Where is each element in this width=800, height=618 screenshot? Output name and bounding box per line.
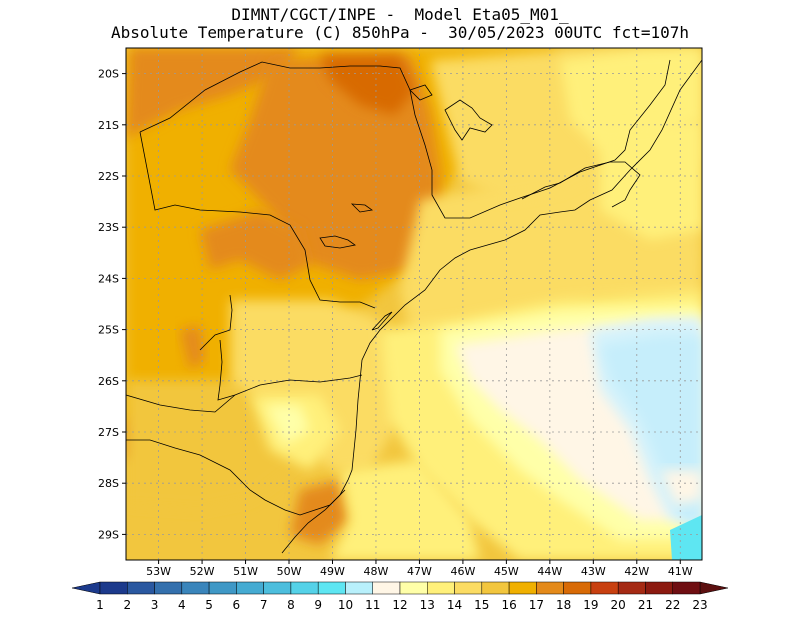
colorbar-label: 19 <box>583 598 598 612</box>
colorbar-label: 18 <box>556 598 571 612</box>
lat-tick-label: 21S <box>98 119 119 132</box>
lon-tick-label: 52W <box>190 565 215 578</box>
colorbar-swatch <box>208 581 237 595</box>
lon-tick-label: 43W <box>581 565 606 578</box>
lon-tick-label: 44W <box>537 565 562 578</box>
map-grid <box>126 48 702 560</box>
lat-tick-label: 27S <box>98 426 119 439</box>
colorbar: 1 2 3 4 5 6 7 8 9 10 11 12 13 14 15 16 17 18 19 20 21 22 23 <box>71 581 729 612</box>
colorbar-swatch <box>99 581 128 595</box>
state-border-pr-sc <box>217 339 363 401</box>
colorbar-label: 16 <box>501 598 516 612</box>
colorbar-label: 7 <box>260 598 268 612</box>
lon-tick-label: 48W <box>364 565 389 578</box>
lon-tick-label: 51W <box>233 565 258 578</box>
lat-tick-label: 25S <box>98 324 119 337</box>
colorbar-swatch <box>645 581 673 595</box>
lagoon <box>371 311 393 331</box>
colorbar-swatch <box>672 581 701 595</box>
lon-tick-label: 42W <box>624 565 649 578</box>
colorbar-swatch <box>508 581 537 595</box>
colorbar-swatch <box>263 581 292 595</box>
state-border-sc-rs <box>126 394 346 516</box>
map-borders <box>126 59 702 554</box>
colorbar-swatch <box>427 581 455 595</box>
map-frame <box>125 47 703 561</box>
reservoir-1 <box>444 99 493 141</box>
lon-tick-label: 46W <box>450 565 475 578</box>
colorbar-swatch <box>536 581 564 595</box>
colorbar-swatch <box>617 581 646 595</box>
colorbar-label: 11 <box>365 598 380 612</box>
lat-tick-label: 24S <box>98 272 119 285</box>
colorbar-swatch <box>399 581 428 595</box>
latitude-axis: 20S 21S 22S 23S 24S 25S 26S 27S 28S 29S <box>98 68 126 541</box>
colorbar-label: 10 <box>338 598 353 612</box>
lon-tick-label: 41W <box>668 565 693 578</box>
colorbar-label: 3 <box>151 598 159 612</box>
colorbar-swatch <box>154 581 183 595</box>
lat-tick-label: 22S <box>98 170 119 183</box>
colorbar-swatch <box>317 581 346 595</box>
title-line-2: Absolute Temperature (C) 850hPa - 30/05/… <box>111 23 689 42</box>
colorbar-swatch <box>127 581 155 595</box>
state-border-ms-pr <box>139 131 376 309</box>
reservoir-4 <box>350 203 374 213</box>
colorbar-label: 17 <box>529 598 544 612</box>
state-border-mg-sp <box>139 59 671 219</box>
lon-tick-label: 47W <box>407 565 432 578</box>
colorbar-label: 12 <box>392 598 407 612</box>
colorbar-swatch <box>345 581 373 595</box>
colorbar-label: 5 <box>205 598 213 612</box>
colorbar-label: 8 <box>287 598 295 612</box>
colorbar-label: 21 <box>638 598 653 612</box>
longitude-axis: 53W 52W 51W 50W 49W 48W 47W 46W 45W 44W 43W 42W 41W <box>146 560 693 578</box>
lon-tick-label: 49W <box>320 565 345 578</box>
colorbar-swatch <box>563 581 592 595</box>
colorbar-swatch <box>236 581 264 595</box>
colorbar-label: 23 <box>692 598 707 612</box>
lat-tick-label: 23S <box>98 221 119 234</box>
reservoir-3 <box>319 235 356 249</box>
colorbar-label: 9 <box>314 598 322 612</box>
colorbar-swatch <box>372 581 401 595</box>
lat-tick-label: 20S <box>98 68 119 81</box>
chart-title: DIMNT/CGCT/INPE - Model Eta05_M01_ Absol… <box>0 6 800 42</box>
lat-tick-label: 28S <box>98 477 119 490</box>
colorbar-swatch <box>290 581 319 595</box>
colorbar-label: 14 <box>447 598 462 612</box>
colorbar-swatch <box>590 581 619 595</box>
colorbar-right-arrow <box>699 581 729 595</box>
colorbar-left-arrow <box>71 581 101 595</box>
colorbar-label: 22 <box>665 598 680 612</box>
colorbar-label: 6 <box>233 598 241 612</box>
colorbar-swatch <box>181 581 210 595</box>
colorbar-swatch <box>481 581 510 595</box>
lon-tick-label: 45W <box>494 565 519 578</box>
colorbar-label: 4 <box>178 598 186 612</box>
lon-tick-label: 50W <box>277 565 302 578</box>
reservoir-2 <box>409 84 433 101</box>
country-border-west <box>199 294 233 351</box>
colorbar-label: 2 <box>123 598 131 612</box>
state-border-rj <box>521 161 641 208</box>
temperature-field <box>126 48 702 560</box>
lon-tick-label: 53W <box>146 565 171 578</box>
title-line-1: DIMNT/CGCT/INPE - Model Eta05_M01_ <box>231 5 569 24</box>
colorbar-label: 13 <box>420 598 435 612</box>
colorbar-swatch <box>454 581 483 595</box>
colorbar-label: 15 <box>474 598 489 612</box>
lat-tick-label: 29S <box>98 528 119 541</box>
colorbar-label: 20 <box>611 598 626 612</box>
coastline <box>281 59 702 554</box>
colorbar-label: 1 <box>96 598 104 612</box>
lat-tick-label: 26S <box>98 375 119 388</box>
